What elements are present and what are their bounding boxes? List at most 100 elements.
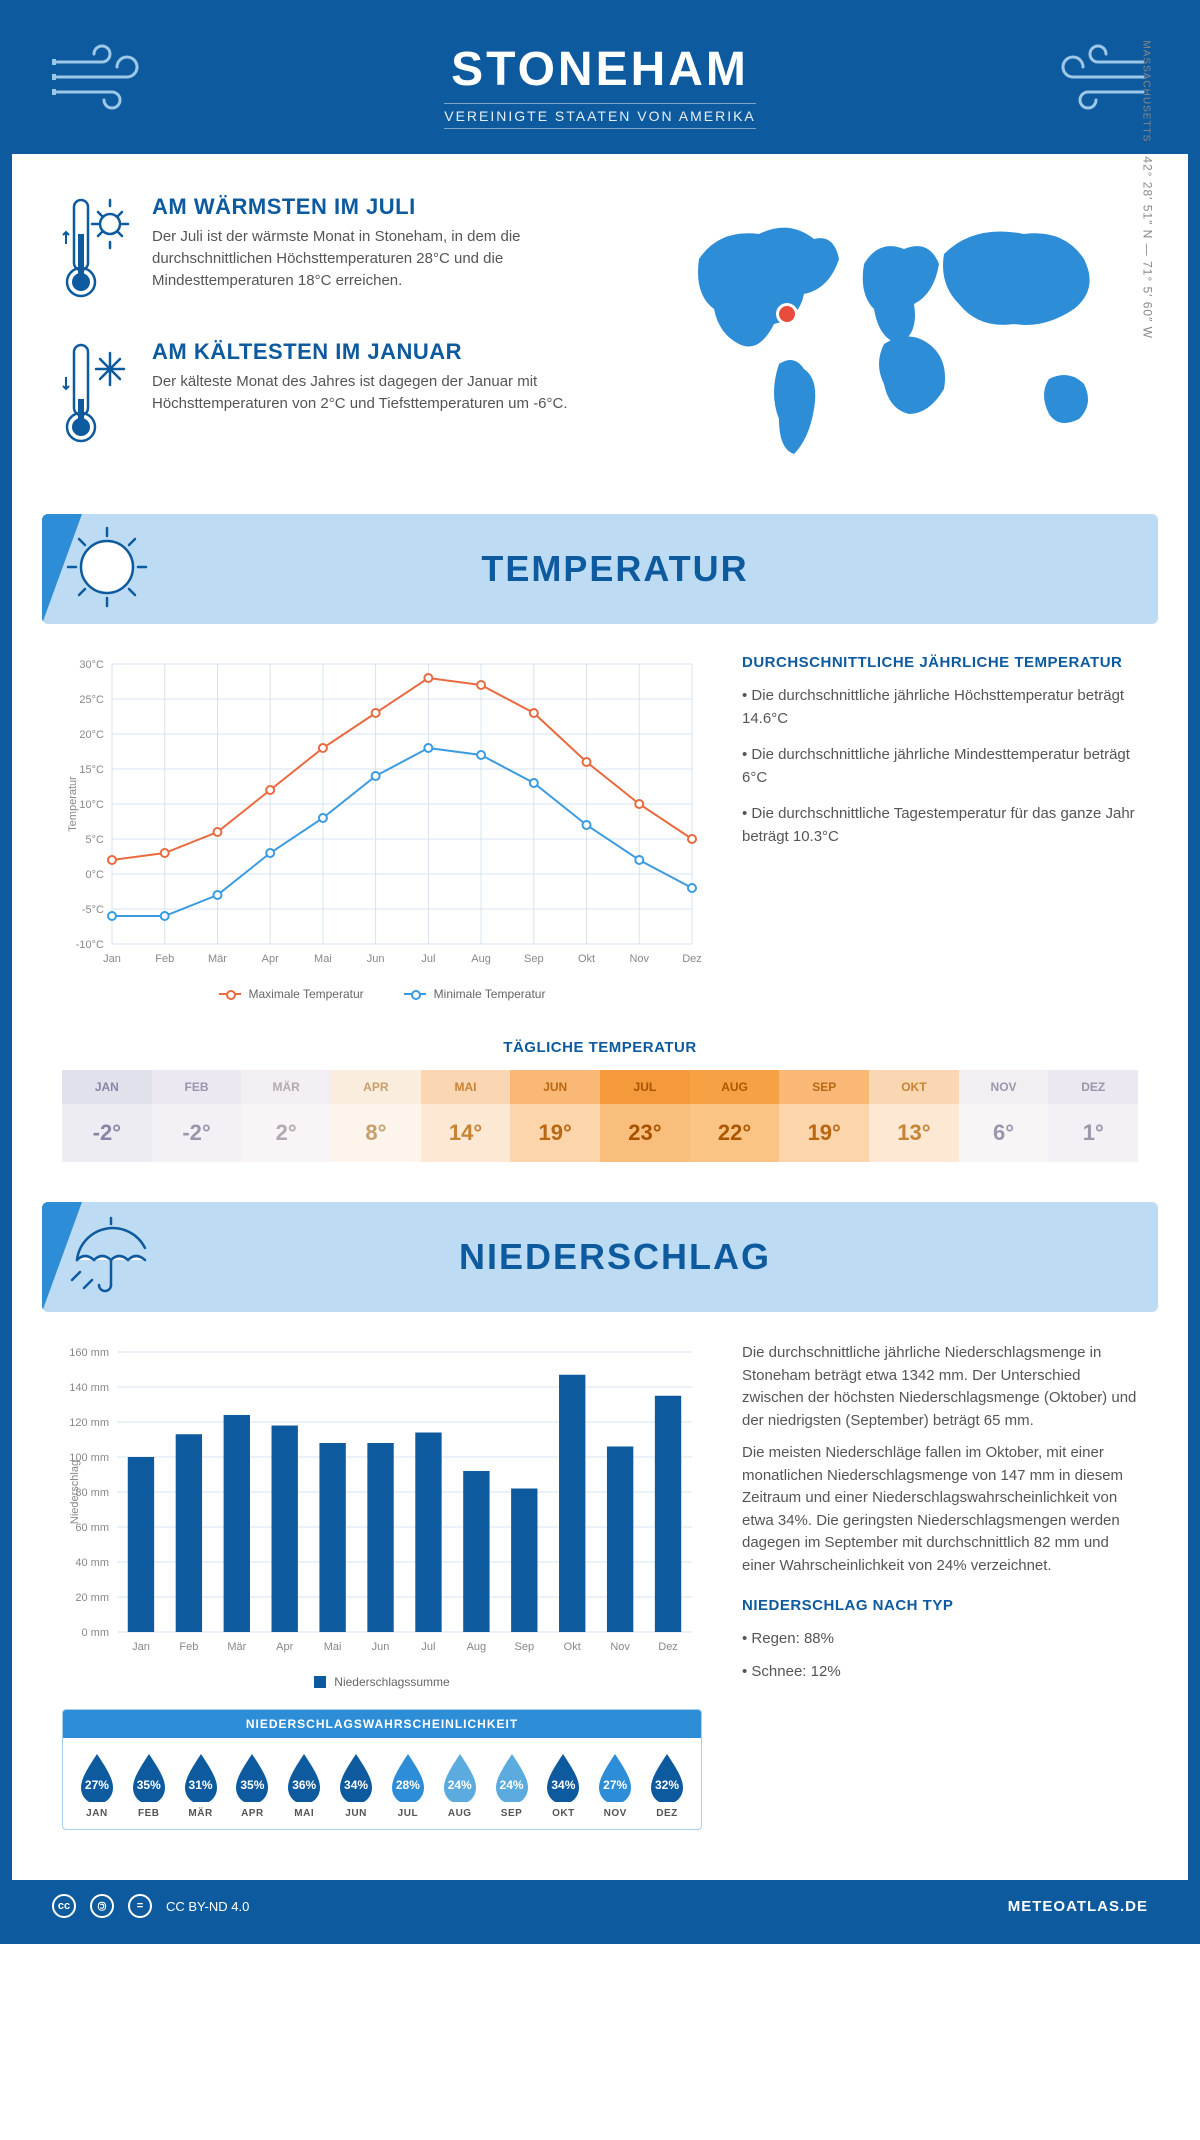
svg-text:0 mm: 0 mm (82, 1627, 110, 1639)
svg-text:Jul: Jul (421, 1641, 435, 1653)
temp-bullet: • Die durchschnittliche jährliche Mindes… (742, 744, 1138, 789)
svg-text:Aug: Aug (471, 953, 491, 965)
temp-bullet: • Die durchschnittliche jährliche Höchst… (742, 685, 1138, 730)
world-map: MASSACHUSETTS42° 28′ 51″ N — 71° 5′ 60″ … (640, 194, 1138, 484)
thermometer-cold-icon (62, 339, 132, 454)
daily-temp-cell: JUN19° (510, 1070, 600, 1162)
svg-text:Sep: Sep (515, 1641, 535, 1653)
svg-text:Temperatur: Temperatur (67, 776, 79, 832)
temperature-chart-row: -10°C-5°C0°C5°C10°C15°C20°C25°C30°CJanFe… (12, 624, 1188, 1021)
precip-drop: 31%MÄR (175, 1752, 227, 1819)
precip-drop: 35%FEB (123, 1752, 175, 1819)
temperature-banner: TEMPERATUR (42, 514, 1158, 624)
temperature-legend: Maximale Temperatur Minimale Temperatur (62, 987, 702, 1001)
header-bar: STONEHAM VEREINIGTE STAATEN VON AMERIKA (12, 12, 1188, 154)
svg-text:Nov: Nov (610, 1641, 630, 1653)
intro-section: AM WÄRMSTEN IM JULI Der Juli ist der wär… (12, 154, 1188, 514)
daily-temp-cell: JUL23° (600, 1070, 690, 1162)
daily-temp-cell: SEP19° (779, 1070, 869, 1162)
precip-info: Die durchschnittliche jährliche Niedersc… (742, 1342, 1138, 1830)
precip-drop: 36%MAI (278, 1752, 330, 1819)
daily-temp-cell: FEB-2° (152, 1070, 242, 1162)
wind-icon (52, 42, 162, 117)
precip-type-title: NIEDERSCHLAG NACH TYP (742, 1597, 1138, 1614)
svg-text:0°C: 0°C (86, 869, 105, 881)
svg-text:Jan: Jan (103, 953, 121, 965)
svg-text:Jul: Jul (421, 953, 435, 965)
precip-bar-chart: 0 mm20 mm40 mm60 mm80 mm100 mm120 mm140 … (62, 1342, 702, 1662)
daily-temp-cell: MAI14° (421, 1070, 511, 1162)
daily-temp-cell: DEZ1° (1048, 1070, 1138, 1162)
svg-text:Jan: Jan (132, 1641, 150, 1653)
svg-text:20°C: 20°C (79, 729, 104, 741)
svg-text:Niederschlag: Niederschlag (69, 1460, 81, 1524)
temperature-line-chart: -10°C-5°C0°C5°C10°C15°C20°C25°C30°CJanFe… (62, 654, 702, 974)
precip-drop: 28%JUL (382, 1752, 434, 1819)
precip-drop: 27%JAN (71, 1752, 123, 1819)
by-icon: 🄯 (90, 1894, 114, 1918)
svg-text:Dez: Dez (682, 953, 702, 965)
precip-drop: 34%JUN (330, 1752, 382, 1819)
precip-drop: 32%DEZ (641, 1752, 693, 1819)
precip-paragraph: Die meisten Niederschläge fallen im Okto… (742, 1442, 1138, 1577)
umbrella-icon (62, 1210, 152, 1305)
footer-bar: cc 🄯 = CC BY-ND 4.0 METEOATLAS.DE (12, 1880, 1188, 1932)
svg-text:-10°C: -10°C (76, 939, 104, 951)
precip-drop: 24%AUG (434, 1752, 486, 1819)
precip-drop: 35%APR (226, 1752, 278, 1819)
precip-drop: 27%NOV (589, 1752, 641, 1819)
svg-text:Feb: Feb (179, 1641, 198, 1653)
precip-drop: 34%OKT (537, 1752, 589, 1819)
daily-temp-title: TÄGLICHE TEMPERATUR (12, 1039, 1188, 1056)
svg-text:Nov: Nov (629, 953, 649, 965)
precip-chart-row: 0 mm20 mm40 mm60 mm80 mm100 mm120 mm140 … (12, 1312, 1188, 1850)
daily-temp-cell: NOV6° (959, 1070, 1049, 1162)
city-title: STONEHAM (444, 42, 756, 97)
svg-text:Feb: Feb (155, 953, 174, 965)
precip-probability-box: NIEDERSCHLAGSWAHRSCHEINLICHKEIT 27%JAN35… (62, 1709, 702, 1830)
warmest-text: Der Juli ist der wärmste Monat in Stoneh… (152, 226, 572, 291)
warmest-block: AM WÄRMSTEN IM JULI Der Juli ist der wär… (62, 194, 610, 309)
svg-text:Jun: Jun (367, 953, 385, 965)
temp-bullet: • Die durchschnittliche Tagestemperatur … (742, 803, 1138, 848)
coldest-block: AM KÄLTESTEN IM JANUAR Der kälteste Mona… (62, 339, 610, 454)
svg-text:Mär: Mär (227, 1641, 246, 1653)
svg-text:15°C: 15°C (79, 764, 104, 776)
svg-text:20 mm: 20 mm (75, 1592, 109, 1604)
country-subtitle: VEREINIGTE STAATEN VON AMERIKA (444, 103, 756, 129)
precip-paragraph: Die durchschnittliche jährliche Niedersc… (742, 1342, 1138, 1432)
precip-type-bullet: • Schnee: 12% (742, 1661, 1138, 1684)
svg-text:Apr: Apr (276, 1641, 293, 1653)
svg-text:Aug: Aug (467, 1641, 487, 1653)
svg-text:Apr: Apr (262, 953, 279, 965)
daily-temp-cell: APR8° (331, 1070, 421, 1162)
temperature-title: TEMPERATUR (152, 548, 1158, 590)
wind-icon (1038, 42, 1148, 117)
svg-text:120 mm: 120 mm (69, 1417, 109, 1429)
svg-text:Mai: Mai (314, 953, 332, 965)
svg-text:5°C: 5°C (86, 834, 105, 846)
svg-text:40 mm: 40 mm (75, 1557, 109, 1569)
precip-type-bullet: • Regen: 88% (742, 1628, 1138, 1651)
precip-title: NIEDERSCHLAG (152, 1236, 1158, 1278)
daily-temp-cell: OKT13° (869, 1070, 959, 1162)
coldest-text: Der kälteste Monat des Jahres ist dagege… (152, 371, 572, 415)
thermometer-hot-icon (62, 194, 132, 309)
precip-prob-title: NIEDERSCHLAGSWAHRSCHEINLICHKEIT (63, 1710, 701, 1738)
coordinates-label: MASSACHUSETTS42° 28′ 51″ N — 71° 5′ 60″ … (1141, 40, 1155, 339)
sun-icon (62, 522, 152, 617)
svg-text:25°C: 25°C (79, 694, 104, 706)
precip-legend: Niederschlagssumme (62, 1675, 702, 1689)
svg-text:-5°C: -5°C (82, 904, 104, 916)
svg-text:30°C: 30°C (79, 659, 104, 671)
warmest-title: AM WÄRMSTEN IM JULI (152, 194, 572, 220)
daily-temp-cell: AUG22° (690, 1070, 780, 1162)
cc-icon: cc (52, 1894, 76, 1918)
license-label: CC BY-ND 4.0 (166, 1899, 249, 1914)
svg-text:Jun: Jun (372, 1641, 390, 1653)
svg-text:Mai: Mai (324, 1641, 342, 1653)
precip-banner: NIEDERSCHLAG (42, 1202, 1158, 1312)
temperature-info: DURCHSCHNITTLICHE JÄHRLICHE TEMPERATUR •… (742, 654, 1138, 1001)
nd-icon: = (128, 1894, 152, 1918)
daily-temp-cell: JAN-2° (62, 1070, 152, 1162)
